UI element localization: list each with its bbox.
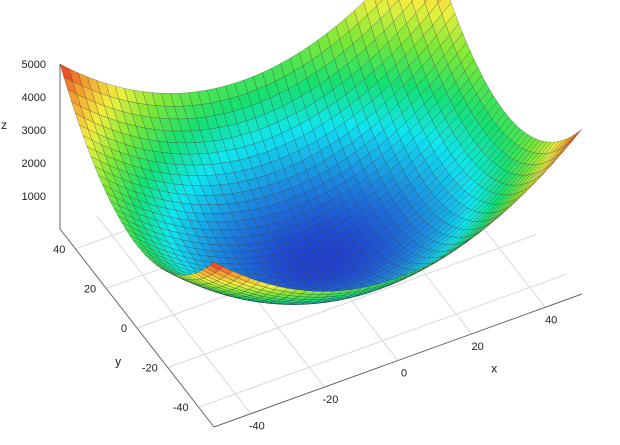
surface-mesh [60, 0, 582, 305]
surface-cell [569, 129, 582, 144]
x-tick-label: -40 [249, 421, 265, 433]
y-tick-label: -20 [142, 363, 158, 375]
z-tick-label: 3000 [22, 125, 46, 137]
z-tick-label: 1000 [22, 191, 46, 203]
y-tick-label: 20 [84, 283, 96, 295]
x-axis-title: x [491, 362, 497, 376]
y-tick-label: 0 [121, 323, 127, 335]
y-axis-title: y [115, 355, 121, 369]
z-tick-label: 4000 [22, 92, 46, 104]
x-tick-label: 0 [401, 368, 407, 380]
z-axis-title: z [1, 118, 7, 132]
y-tick-label: -40 [173, 402, 189, 414]
x-tick-label: 40 [545, 314, 557, 326]
x-tick-label: -20 [322, 394, 338, 406]
x-tick-label: 20 [471, 341, 483, 353]
x-axis-line [214, 294, 582, 427]
z-tick-label: 2000 [22, 158, 46, 170]
z-tick-label: 5000 [22, 59, 46, 71]
y-tick-label: 40 [53, 244, 65, 256]
